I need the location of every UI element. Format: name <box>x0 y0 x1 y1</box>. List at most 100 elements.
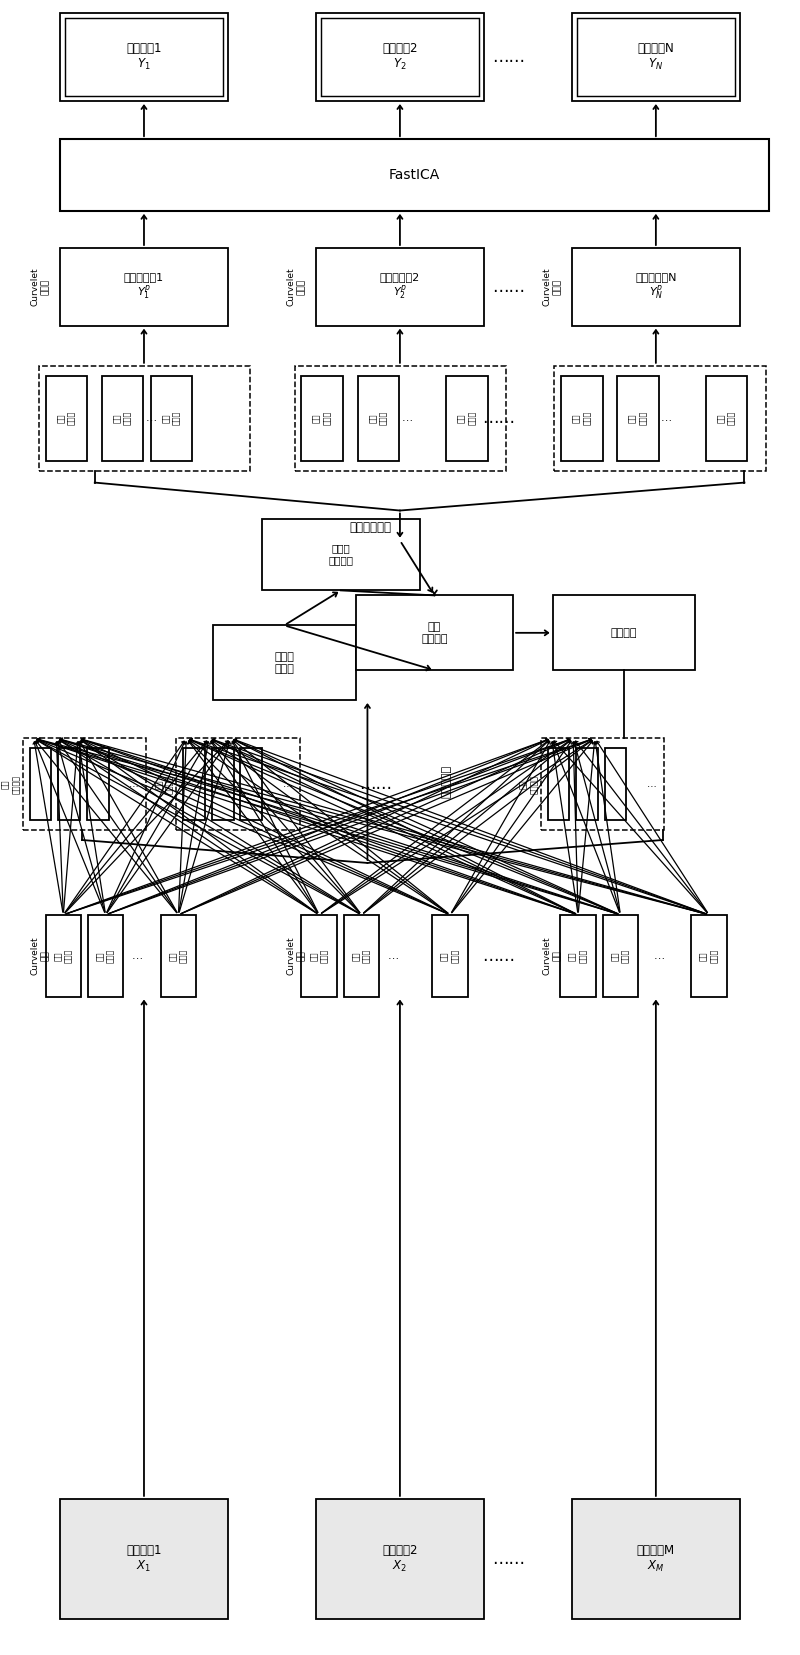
Text: 预分离图像1
$Y_1^p$: 预分离图像1 $Y_1^p$ <box>124 271 164 303</box>
Text: ……: …… <box>482 947 515 965</box>
Text: 高频
子图像: 高频 子图像 <box>162 410 182 425</box>
FancyBboxPatch shape <box>577 18 734 96</box>
Text: 高频
子图像: 高频 子图像 <box>629 410 648 425</box>
FancyBboxPatch shape <box>66 18 222 96</box>
Text: …: … <box>146 412 157 422</box>
FancyBboxPatch shape <box>60 248 228 326</box>
Text: …: … <box>654 950 664 962</box>
FancyBboxPatch shape <box>316 1499 484 1619</box>
Text: 线形规划: 线形规划 <box>610 627 637 637</box>
FancyBboxPatch shape <box>433 915 468 996</box>
FancyBboxPatch shape <box>316 248 484 326</box>
FancyBboxPatch shape <box>316 13 484 101</box>
Text: 分离图像2
$Y_2$: 分离图像2 $Y_2$ <box>382 41 418 73</box>
Text: 高频
子图像: 高频 子图像 <box>169 948 188 963</box>
Text: …: … <box>283 780 293 789</box>
FancyBboxPatch shape <box>60 139 769 212</box>
FancyBboxPatch shape <box>572 13 739 101</box>
FancyBboxPatch shape <box>321 18 478 96</box>
Text: FastICA: FastICA <box>389 169 440 182</box>
FancyBboxPatch shape <box>58 748 80 819</box>
Text: …: … <box>661 412 672 422</box>
FancyBboxPatch shape <box>241 748 262 819</box>
Text: 高频
子图像: 高频 子图像 <box>699 948 718 963</box>
Text: Curvelet
逆变换: Curvelet 逆变换 <box>543 268 562 306</box>
FancyBboxPatch shape <box>262 518 420 591</box>
FancyBboxPatch shape <box>88 915 123 996</box>
FancyBboxPatch shape <box>562 376 602 460</box>
FancyBboxPatch shape <box>572 248 739 326</box>
Text: 稀疏性判据: 稀疏性判据 <box>441 765 451 798</box>
FancyBboxPatch shape <box>446 376 487 460</box>
Text: Curvelet
变换: Curvelet 变换 <box>287 937 306 975</box>
Text: …: … <box>130 780 139 789</box>
FancyBboxPatch shape <box>602 915 638 996</box>
Text: ……: …… <box>492 1549 525 1567</box>
FancyBboxPatch shape <box>605 748 626 819</box>
Text: 预分离图像2
$Y_2^p$: 预分离图像2 $Y_2^p$ <box>380 271 420 303</box>
Text: 高频
子图像: 高频 子图像 <box>369 410 388 425</box>
Text: 低频
子图像: 低频 子图像 <box>310 948 329 963</box>
FancyBboxPatch shape <box>302 915 337 996</box>
Text: 低频
子图像组: 低频 子图像组 <box>2 775 21 794</box>
Text: Curvelet
变换: Curvelet 变换 <box>543 937 562 975</box>
FancyBboxPatch shape <box>691 915 726 996</box>
FancyBboxPatch shape <box>30 748 51 819</box>
FancyBboxPatch shape <box>547 748 570 819</box>
Text: Curvelet
变换: Curvelet 变换 <box>31 937 50 975</box>
Text: Curvelet
逆变换: Curvelet 逆变换 <box>31 268 50 306</box>
Text: 高频
子图像: 高频 子图像 <box>113 410 132 425</box>
FancyBboxPatch shape <box>60 1499 228 1619</box>
FancyBboxPatch shape <box>87 748 109 819</box>
FancyBboxPatch shape <box>576 748 598 819</box>
FancyBboxPatch shape <box>344 915 379 996</box>
Text: …: … <box>387 950 398 962</box>
FancyBboxPatch shape <box>102 376 143 460</box>
Text: 稀疏配比选取: 稀疏配比选取 <box>350 521 391 535</box>
FancyBboxPatch shape <box>356 596 513 670</box>
FancyBboxPatch shape <box>46 376 87 460</box>
Text: 稀疏子
图像组: 稀疏子 图像组 <box>274 652 294 674</box>
Text: Curvelet
逆变换: Curvelet 逆变换 <box>287 268 306 306</box>
Text: 低频
子图像: 低频 子图像 <box>569 948 588 963</box>
FancyBboxPatch shape <box>161 915 196 996</box>
Text: 低频
子图像: 低频 子图像 <box>572 410 592 425</box>
FancyBboxPatch shape <box>302 376 343 460</box>
Text: 高频
子图像: 高频 子图像 <box>352 948 371 963</box>
Text: 接收图像1
$X_1$: 接收图像1 $X_1$ <box>126 1544 162 1574</box>
Text: 高频
子图像组: 高频 子图像组 <box>155 775 174 794</box>
FancyBboxPatch shape <box>183 748 205 819</box>
Text: 低频
子图像: 低频 子图像 <box>57 410 76 425</box>
FancyBboxPatch shape <box>553 596 695 670</box>
FancyBboxPatch shape <box>572 1499 739 1619</box>
FancyBboxPatch shape <box>213 626 356 700</box>
FancyBboxPatch shape <box>151 376 192 460</box>
Text: 高频
子图像: 高频 子图像 <box>457 410 477 425</box>
Text: 高频
子图像: 高频 子图像 <box>717 410 737 425</box>
FancyBboxPatch shape <box>212 748 234 819</box>
Text: ……: …… <box>482 409 515 427</box>
Text: ……: …… <box>359 775 392 793</box>
Text: …: … <box>647 780 657 789</box>
Text: 高频
子图像: 高频 子图像 <box>610 948 630 963</box>
Text: 低频
子图像: 低频 子图像 <box>313 410 332 425</box>
Text: 接收图像2
$X_2$: 接收图像2 $X_2$ <box>382 1544 418 1574</box>
Text: 预分离图像N
$Y_N^p$: 预分离图像N $Y_N^p$ <box>635 271 677 303</box>
Text: 低频
子图像: 低频 子图像 <box>54 948 73 963</box>
FancyBboxPatch shape <box>618 376 659 460</box>
Text: 源信号
个数估计: 源信号 个数估计 <box>328 543 354 566</box>
Text: 分离图像N
$Y_N$: 分离图像N $Y_N$ <box>638 41 674 73</box>
Text: 高频
子图像: 高频 子图像 <box>441 948 460 963</box>
Text: …: … <box>402 412 412 422</box>
Text: …: … <box>131 950 142 962</box>
Text: ……: …… <box>492 278 525 296</box>
FancyBboxPatch shape <box>60 13 228 101</box>
Text: 分离图像1
$Y_1$: 分离图像1 $Y_1$ <box>126 41 162 73</box>
FancyBboxPatch shape <box>706 376 747 460</box>
FancyBboxPatch shape <box>46 915 81 996</box>
FancyBboxPatch shape <box>560 915 596 996</box>
Text: 高频
子图像组: 高频 子图像组 <box>519 775 538 794</box>
Text: 接收图像M
$X_M$: 接收图像M $X_M$ <box>637 1544 675 1574</box>
Text: ……: …… <box>492 48 525 66</box>
Text: 混合
矩阵估计: 混合 矩阵估计 <box>421 622 448 644</box>
